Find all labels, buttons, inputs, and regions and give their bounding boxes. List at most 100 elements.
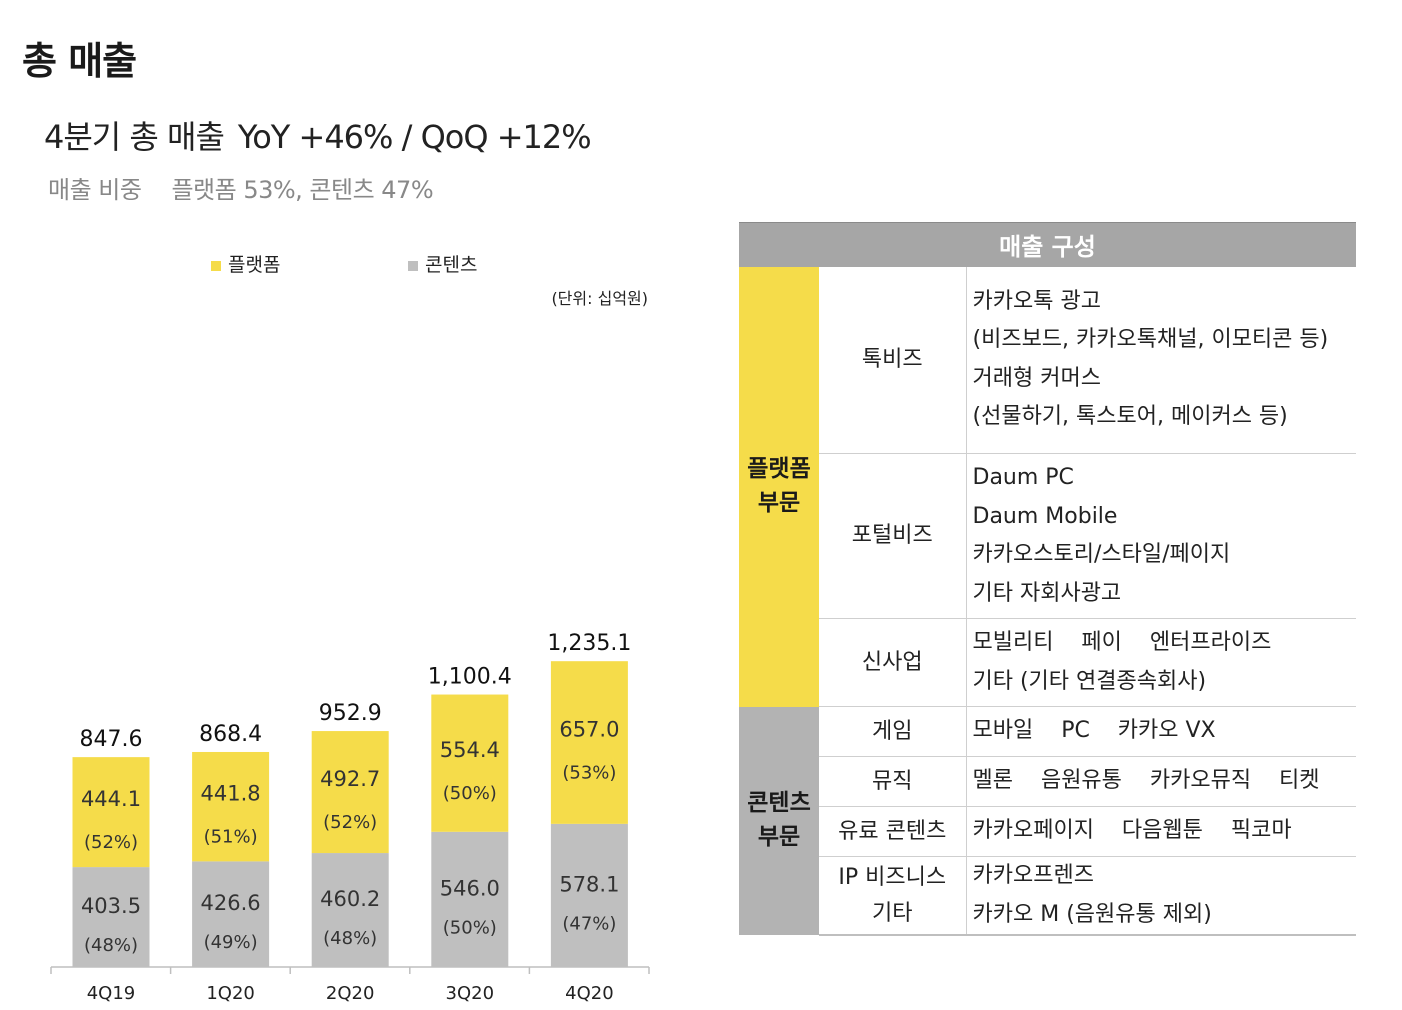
- bar-platform-2Q20: [311, 731, 389, 854]
- business-name: 톡비즈: [819, 266, 967, 454]
- legend-label-platform: 플랫폼: [228, 254, 280, 276]
- segment-name-line: 플랫폼: [747, 456, 811, 483]
- business-name: 게임: [819, 706, 967, 757]
- detail-line: 기타 (기타 연결종속회사): [972, 668, 1207, 694]
- bar-content-4Q19: [72, 867, 150, 967]
- x-tick-4Q19: 4Q19: [87, 983, 136, 1004]
- detail-line: (비즈보드, 카카오톡채널, 이모티콘 등): [972, 327, 1329, 353]
- composition-title: 매출 구성: [739, 222, 1356, 267]
- data-label-platform-3Q20: 554.4: [440, 738, 500, 762]
- headline-main: 4분기 총 매출: [44, 118, 225, 156]
- business-name-line: 신사업: [861, 649, 923, 675]
- business-name-line: IP 비즈니스: [838, 865, 947, 891]
- share-label-content-4Q20: (47%): [562, 913, 616, 934]
- revenue-share-label: 매출 비중: [48, 176, 142, 204]
- business-details: 카카오페이지 다음웹툰 픽코마: [966, 806, 1356, 857]
- bar-platform-4Q20: [550, 661, 628, 824]
- x-tick-4Q20: 4Q20: [565, 983, 614, 1004]
- detail-line: 카카오스토리/스타일/페이지: [972, 542, 1231, 567]
- data-label-content-3Q20: 546.0: [440, 876, 500, 900]
- data-label-platform-4Q20: 657.0: [559, 718, 619, 742]
- business-name-line: 게임: [872, 718, 913, 744]
- share-label-platform-4Q20: (53%): [562, 763, 616, 784]
- page-title: 총 매출: [22, 39, 137, 83]
- business-details: 모바일 PC 카카오 VX: [966, 706, 1356, 757]
- detail-line: 기타 자회사광고: [972, 580, 1122, 606]
- data-label-content-1Q20: 426.6: [201, 891, 261, 915]
- bar-content-3Q20: [431, 831, 509, 967]
- total-label-4Q20: 1,235.1: [547, 631, 631, 656]
- detail-line: 카카오프렌즈: [972, 863, 1094, 888]
- revenue-stacked-bar-chart: 플랫폼 콘텐츠 (단위: 십억원) 403.5 (48%) 444.1 (52%) 847.6…: [50, 254, 650, 1004]
- detail-line: Daum Mobile: [972, 503, 1118, 529]
- headline-growth: YoY +46% / QoQ +12%: [237, 118, 592, 156]
- share-label-platform-4Q19: (52%): [84, 832, 138, 853]
- data-label-content-2Q20: 460.2: [320, 887, 380, 911]
- x-tick-1Q20: 1Q20: [206, 983, 255, 1004]
- detail-line: 모바일 PC 카카오 VX: [972, 718, 1216, 744]
- share-label-content-1Q20: (49%): [204, 932, 258, 953]
- total-label-4Q19: 847.6: [80, 727, 143, 752]
- share-label-content-2Q20: (48%): [323, 928, 377, 949]
- business-name: 신사업: [819, 618, 967, 707]
- unit-note: (단위: 십억원): [551, 289, 648, 308]
- share-label-content-4Q19: (48%): [84, 935, 138, 956]
- bar-content-2Q20: [311, 853, 389, 967]
- data-label-platform-4Q19: 444.1: [81, 787, 141, 811]
- bar-platform-1Q20: [192, 751, 270, 862]
- detail-line: 카카오페이지 다음웹툰 픽코마: [972, 818, 1292, 844]
- total-label-3Q20: 1,100.4: [428, 665, 512, 690]
- business-name-line: 유료 콘텐츠: [838, 818, 947, 844]
- detail-line: 카카오 M (음원유통 제외): [972, 901, 1212, 927]
- business-details: 멜론 음원유통 카카오뮤직 티켓: [966, 756, 1356, 807]
- business-details: 카카오톡 광고 (비즈보드, 카카오톡채널, 이모티콘 등) 거래형 커머스 (선물하…: [966, 266, 1356, 454]
- bar-content-1Q20: [192, 861, 270, 967]
- total-label-1Q20: 868.4: [199, 722, 262, 747]
- data-label-platform-2Q20: 492.7: [320, 767, 380, 791]
- detail-line: 모빌리티 페이 엔터프라이즈: [972, 630, 1272, 655]
- bar-platform-3Q20: [431, 694, 509, 832]
- business-name: 뮤직: [819, 756, 967, 807]
- share-label-platform-3Q20: (50%): [443, 783, 497, 804]
- business-name-line: 톡비즈: [861, 347, 923, 373]
- x-tick-2Q20: 2Q20: [326, 983, 375, 1004]
- total-label-2Q20: 952.9: [319, 701, 382, 726]
- segment-name-line: 부문: [757, 823, 801, 850]
- business-name-line: 뮤직: [872, 768, 913, 794]
- data-label-content-4Q19: 403.5: [81, 894, 141, 918]
- legend-label-content: 콘텐츠: [425, 254, 477, 276]
- segment-name-line: 콘텐츠: [747, 790, 811, 817]
- revenue-share-line: 매출 비중 플랫폼 53%, 콘텐츠 47%: [48, 170, 434, 205]
- business-name-line: 포털비즈: [851, 523, 933, 549]
- legend-swatch-content: [408, 261, 418, 271]
- x-tick-3Q20: 3Q20: [446, 983, 495, 1004]
- detail-line: 멜론 음원유통 카카오뮤직 티켓: [972, 768, 1320, 794]
- composition-row: 뮤직 멜론 음원유통 카카오뮤직 티켓: [739, 756, 1356, 807]
- data-label-platform-1Q20: 441.8: [201, 782, 261, 806]
- share-label-platform-1Q20: (51%): [204, 827, 258, 848]
- share-label-content-3Q20: (50%): [443, 917, 497, 938]
- share-label-platform-2Q20: (52%): [323, 812, 377, 833]
- detail-line: Daum PC: [972, 465, 1074, 490]
- detail-line: (선물하기, 톡스토어, 메이커스 등): [972, 404, 1288, 430]
- data-label-content-4Q20: 578.1: [559, 872, 619, 896]
- segment-name-line: 부문: [757, 489, 801, 516]
- revenue-share-value: 플랫폼 53%, 콘텐츠 47%: [171, 176, 434, 204]
- business-name: 포털비즈: [819, 453, 967, 619]
- business-name-line: 기타: [872, 900, 913, 926]
- composition-row: 유료 콘텐츠 카카오페이지 다음웹툰 픽코마: [739, 806, 1356, 857]
- business-name: 유료 콘텐츠: [819, 806, 967, 857]
- composition-row: IP 비즈니스 기타 카카오프렌즈 카카오 M (음원유통 제외): [739, 856, 1356, 936]
- bar-platform-4Q19: [72, 757, 150, 868]
- legend-swatch-platform: [211, 261, 221, 271]
